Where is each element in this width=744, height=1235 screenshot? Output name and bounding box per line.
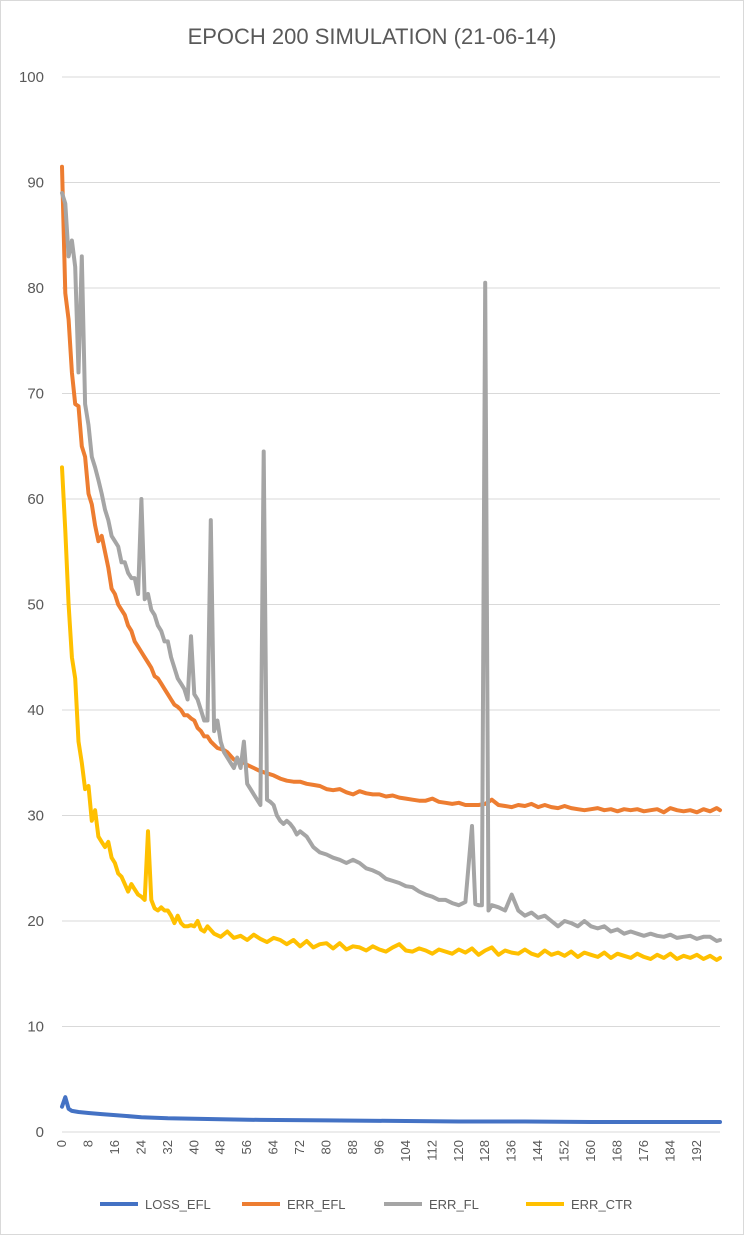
x-tick-label: 32 (160, 1140, 175, 1154)
series-line-err-fl (60, 191, 722, 943)
x-tick-label: 152 (557, 1140, 572, 1162)
x-tick-label: 168 (609, 1140, 624, 1162)
x-tick-label: 0 (54, 1140, 69, 1147)
series-line-loss-efl (60, 1095, 722, 1124)
series-lines (60, 164, 722, 1124)
legend-entry: LOSS_EFL (145, 1197, 211, 1212)
x-tick-label: 48 (213, 1140, 228, 1154)
x-tick-label: 176 (636, 1140, 651, 1162)
y-tick-label: 50 (27, 597, 44, 614)
x-tick-label: 184 (662, 1140, 677, 1162)
x-tick-label: 136 (504, 1140, 519, 1162)
x-tick-label: 80 (319, 1140, 334, 1154)
x-tick-label: 24 (133, 1140, 148, 1154)
y-tick-label: 90 (27, 175, 44, 192)
x-axis-tick-labels: 0 8 16 24 32 40 48 56 64 72 80 88 96 104 112 120 128 136 1… (54, 1140, 704, 1162)
x-tick-label: 8 (80, 1140, 95, 1147)
y-axis-tick-labels: 0 10 20 30 40 50 60 70 80 90 100 (19, 69, 44, 1141)
x-tick-label: 56 (239, 1140, 254, 1154)
legend-entry: ERR_EFL (287, 1197, 346, 1212)
y-tick-label: 80 (27, 280, 44, 297)
x-tick-label: 104 (398, 1140, 413, 1162)
x-tick-label: 96 (371, 1140, 386, 1154)
x-tick-label: 128 (477, 1140, 492, 1162)
x-tick-label: 120 (451, 1140, 466, 1162)
x-tick-label: 160 (583, 1140, 598, 1162)
x-tick-label: 72 (292, 1140, 307, 1154)
x-tick-label: 40 (186, 1140, 201, 1154)
y-tick-label: 60 (27, 491, 44, 508)
x-tick-label: 64 (266, 1140, 281, 1154)
series-line-err-efl (60, 164, 722, 815)
y-tick-label: 40 (27, 702, 44, 719)
y-tick-label: 10 (27, 1019, 44, 1036)
y-tick-label: 100 (19, 69, 44, 86)
y-tick-label: 30 (27, 808, 44, 825)
y-tick-label: 20 (27, 913, 44, 930)
x-tick-label: 112 (424, 1140, 439, 1161)
x-tick-label: 144 (530, 1140, 545, 1162)
legend-entry: ERR_CTR (571, 1197, 632, 1212)
x-tick-label: 88 (345, 1140, 360, 1154)
x-tick-label: 16 (107, 1140, 122, 1154)
legend: LOSS_EFL ERR_EFL ERR_FL ERR_CTR (100, 1197, 632, 1212)
y-tick-label: 0 (36, 1124, 44, 1141)
x-tick-label: 192 (689, 1140, 704, 1162)
y-tick-label: 70 (27, 386, 44, 403)
chart-title: EPOCH 200 SIMULATION (21-06-14) (188, 24, 557, 49)
series-line-err-ctr (60, 465, 722, 962)
legend-entry: ERR_FL (429, 1197, 479, 1212)
